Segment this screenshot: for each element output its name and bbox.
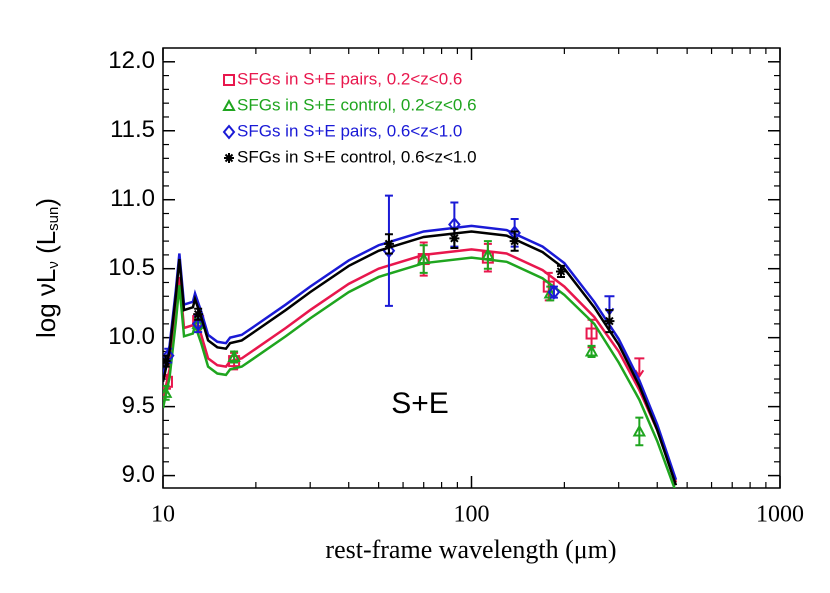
annotation: S+E bbox=[391, 387, 449, 420]
model-curve bbox=[163, 230, 678, 486]
model-curve bbox=[163, 256, 676, 488]
y-label-part: (L bbox=[31, 231, 61, 261]
marker bbox=[449, 233, 460, 244]
x-tick-label: 10 bbox=[151, 502, 175, 528]
marker bbox=[481, 247, 495, 260]
marker bbox=[163, 385, 173, 398]
marker bbox=[417, 251, 431, 265]
y-tick-label: 11.0 bbox=[110, 185, 155, 212]
marker bbox=[224, 153, 234, 163]
y-tick-label: 9.0 bbox=[122, 461, 155, 488]
marker bbox=[632, 424, 647, 437]
model-curve bbox=[163, 224, 678, 481]
marker bbox=[604, 316, 615, 327]
y-label-part: log νL bbox=[31, 269, 61, 338]
x-tick-label: 100 bbox=[454, 502, 490, 528]
y-label-sub: ν bbox=[45, 261, 62, 269]
marker bbox=[222, 98, 236, 111]
plot-area bbox=[163, 194, 678, 488]
error-bar bbox=[635, 416, 644, 447]
y-tick-label: 10.5 bbox=[108, 254, 155, 281]
y-tick-label: 11.5 bbox=[110, 116, 155, 143]
marker bbox=[555, 266, 566, 277]
y-tick-label: 9.5 bbox=[122, 392, 155, 419]
marker bbox=[227, 349, 241, 362]
error-bar bbox=[419, 244, 428, 274]
y-axis-label: log νLν (Lsun) bbox=[31, 198, 62, 338]
error-bar bbox=[483, 240, 492, 270]
x-tick-label: 1000 bbox=[756, 502, 804, 528]
legend-label: SFGs in S+E control, 0.6<z<1.0 bbox=[237, 147, 477, 166]
y-tick-label: 12.0 bbox=[108, 47, 155, 74]
marker bbox=[383, 238, 394, 249]
x-axis-label: rest-frame wavelength (μm) bbox=[325, 535, 616, 564]
y-label-part: ) bbox=[31, 198, 61, 207]
legend-label: SFGs in S+E control, 0.2<z<0.6 bbox=[237, 95, 477, 114]
marker bbox=[223, 74, 235, 86]
model-curve bbox=[163, 248, 678, 483]
y-tick-label: 10.0 bbox=[108, 323, 155, 350]
marker bbox=[193, 309, 204, 320]
marker bbox=[163, 356, 171, 367]
legend-label: SFGs in S+E pairs, 0.6<z<1.0 bbox=[237, 121, 462, 140]
marker bbox=[509, 236, 520, 247]
legend-label: SFGs in S+E pairs, 0.2<z<0.6 bbox=[237, 69, 462, 88]
marker bbox=[584, 344, 599, 357]
marker bbox=[585, 327, 598, 340]
y-label-sub: sun bbox=[45, 207, 62, 231]
marker bbox=[547, 284, 561, 300]
marker bbox=[222, 124, 236, 140]
